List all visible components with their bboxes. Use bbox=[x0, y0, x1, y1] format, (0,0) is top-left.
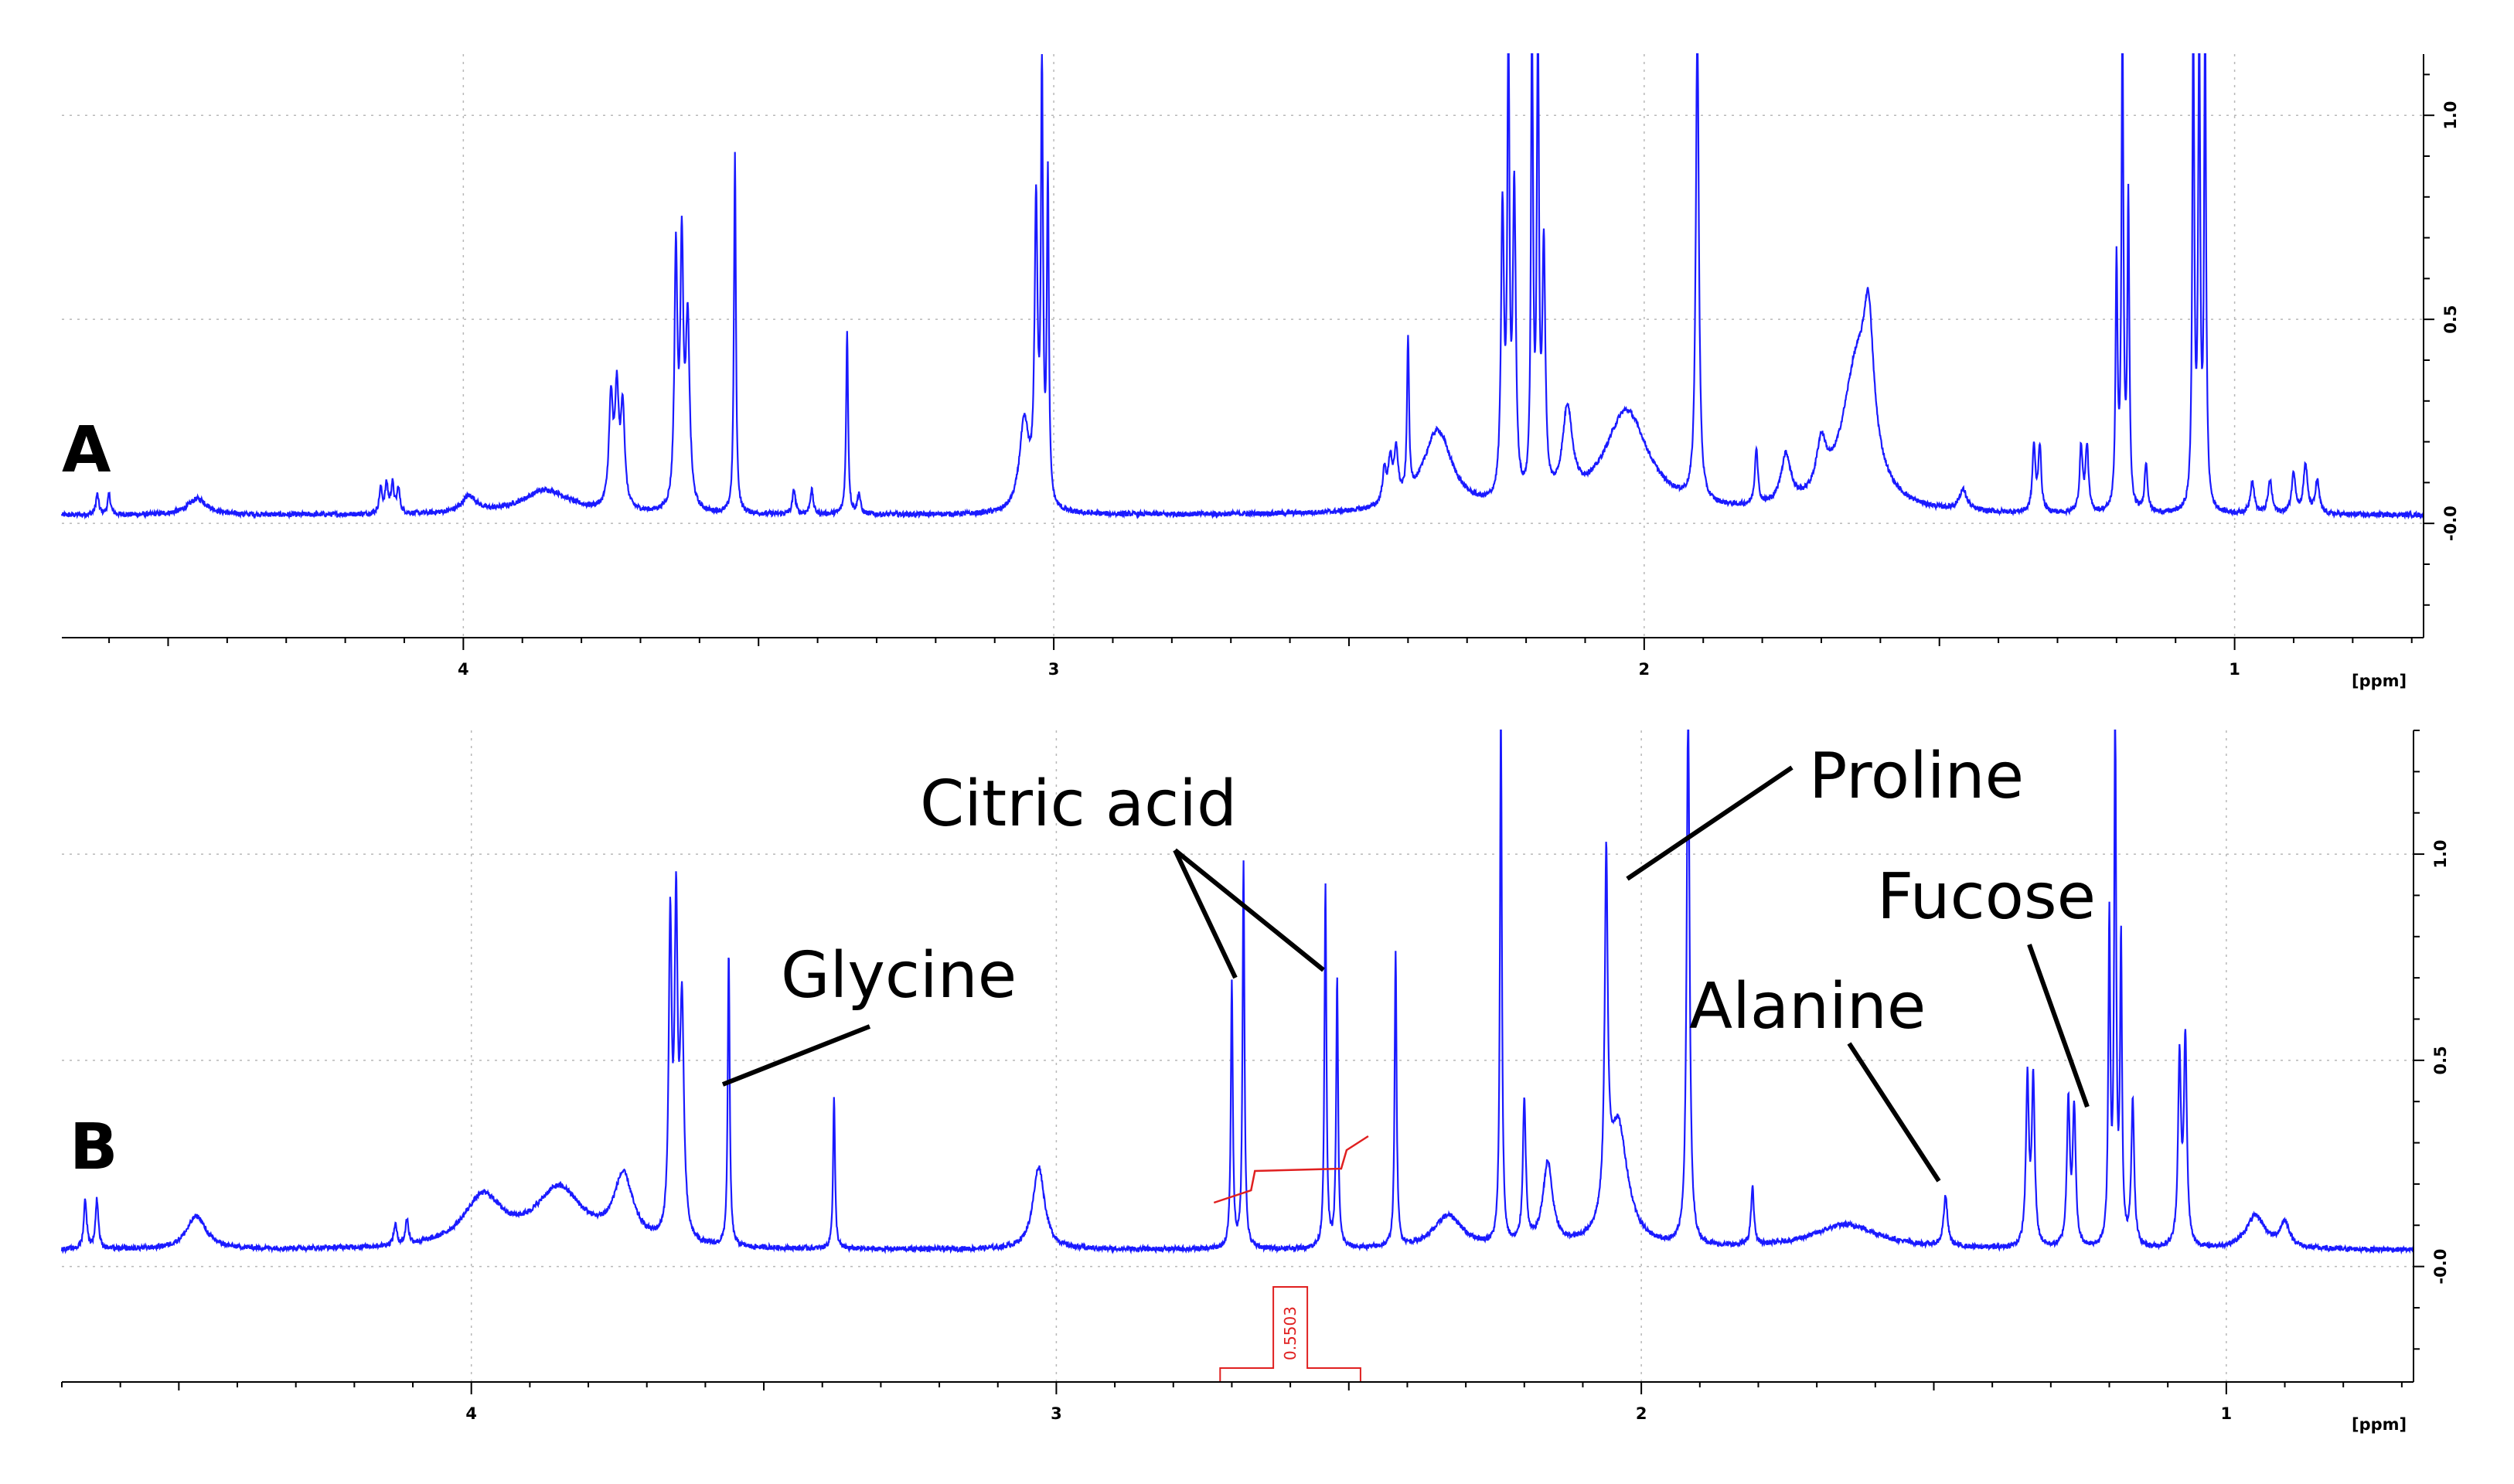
panel-a-x-unit-label: [ppm] bbox=[2352, 672, 2407, 690]
panel-a-y-axis: 1.0 0.5 -0.0 bbox=[2424, 73, 2460, 606]
x-tick-label: 1 bbox=[2229, 660, 2240, 679]
x-tick-label: 4 bbox=[465, 1404, 477, 1423]
annotation-pointer-line bbox=[721, 1024, 871, 1087]
panel-b-grid bbox=[62, 730, 2414, 1382]
y-tick-label: 0.5 bbox=[2441, 305, 2460, 334]
annotation-pointer-line bbox=[1847, 1042, 1941, 1183]
y-tick-label: -0.0 bbox=[2431, 1249, 2450, 1285]
panel-a-frame bbox=[62, 54, 2424, 638]
panel-b-spectrum-line bbox=[60, 729, 2414, 1255]
integral-bracket bbox=[1219, 1286, 1361, 1382]
x-tick-label: 3 bbox=[1051, 1404, 1062, 1423]
annotation-label: Alanine bbox=[1689, 970, 1926, 1043]
panel-a-letter: A bbox=[62, 414, 111, 487]
annotation-pointer-line bbox=[1626, 765, 1794, 881]
panel-a: 4 3 2 1 1.0 0.5 -0.0 [ppm] A bbox=[60, 53, 2460, 690]
y-tick-label: -0.0 bbox=[2441, 505, 2460, 541]
panel-b-y-axis: 1.0 0.5 -0.0 bbox=[2414, 730, 2450, 1350]
annotation-label: Proline bbox=[1809, 740, 2024, 813]
integral-value-label: 0.5503 bbox=[1281, 1306, 1300, 1360]
panel-b: 0.5503 4 3 2 1 1.0 0.5 -0.0 [ppm] B Glycine Ci… bbox=[60, 729, 2450, 1434]
panel-b-x-axis: 4 3 2 1 bbox=[61, 1382, 2403, 1423]
panel-b-letter: B bbox=[70, 1111, 118, 1184]
y-tick-label: 1.0 bbox=[2441, 101, 2460, 130]
panel-b-frame bbox=[62, 730, 2414, 1383]
annotation-label: Citric acid bbox=[920, 768, 1237, 841]
annotation-pointer-line bbox=[2027, 943, 2090, 1108]
x-tick-label: 1 bbox=[2221, 1404, 2233, 1423]
x-tick-label: 2 bbox=[1636, 1404, 1647, 1423]
x-tick-label: 2 bbox=[1639, 660, 1650, 679]
panel-b-x-unit-label: [ppm] bbox=[2352, 1415, 2407, 1434]
annotation-label: Glycine bbox=[781, 939, 1017, 1013]
panel-b-annotations: Glycine Citric acid Proline Alanine Fucose bbox=[721, 740, 2096, 1183]
annotation-label: Fucose bbox=[1877, 860, 2096, 934]
panel-a-spectrum-line bbox=[60, 53, 2424, 520]
x-tick-label: 3 bbox=[1048, 660, 1060, 679]
y-tick-label: 0.5 bbox=[2431, 1046, 2450, 1074]
x-tick-label: 4 bbox=[458, 660, 469, 679]
annotation-pointer-line bbox=[1173, 849, 1238, 979]
y-tick-label: 1.0 bbox=[2431, 839, 2450, 868]
integral-curve bbox=[1213, 1135, 1369, 1204]
annotation-pointer-line bbox=[1174, 848, 1325, 972]
panel-b-integral: 0.5503 bbox=[1213, 1135, 1369, 1382]
panel-a-x-axis: 4 3 2 1 bbox=[108, 638, 2413, 679]
